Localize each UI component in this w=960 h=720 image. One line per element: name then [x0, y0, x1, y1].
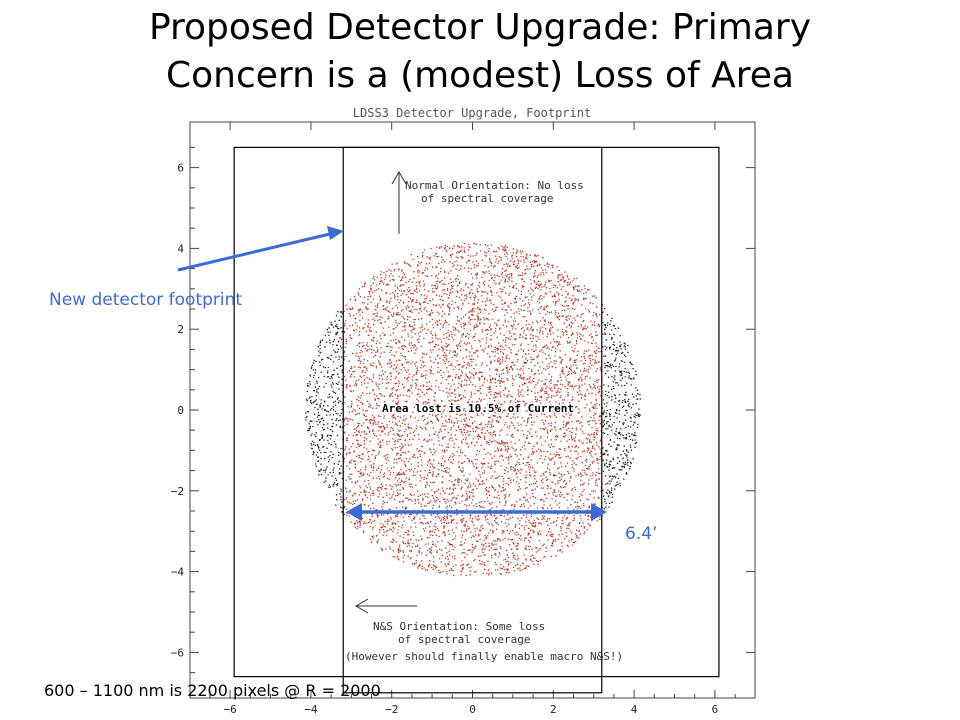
- normal-orientation-line-1: Normal Orientation: No loss: [405, 179, 584, 192]
- slide-title: Proposed Detector Upgrade: Primary Conce…: [0, 4, 960, 100]
- x-tick-label: −4: [304, 703, 318, 716]
- lost-area-points: [305, 307, 641, 516]
- y-tick-label: −6: [171, 646, 184, 659]
- new-detector-footprint: [342, 146, 603, 694]
- wavelength-footnote: 600 – 1100 nm is 2200 pixels @ R = 2000: [44, 681, 381, 700]
- ns-orientation-line-2: of spectral coverage: [398, 633, 530, 646]
- area-lost-label: Area lost is 10.5% of Current: [382, 402, 574, 415]
- title-line-1: Proposed Detector Upgrade: Primary: [148, 7, 812, 48]
- y-tick-label: −4: [171, 566, 185, 579]
- normal-orientation-arrow: [391, 171, 407, 234]
- new-detector-footprint-callout: New detector footprint: [49, 290, 243, 310]
- y-tick-label: 6: [177, 162, 184, 175]
- x-tick-label: 2: [550, 703, 557, 716]
- however-note: (However should finally enable macro N&S…: [345, 650, 623, 663]
- y-tick-label: 2: [177, 323, 184, 336]
- y-tick-label: 4: [177, 242, 184, 255]
- x-tick-label: 0: [469, 703, 476, 716]
- ns-orientation-line-1: N&S Orientation: Some loss: [373, 620, 545, 633]
- width-double-arrow: [346, 503, 607, 521]
- normal-orientation-line-2: of spectral coverage: [421, 192, 553, 205]
- x-tick-label: −2: [385, 703, 398, 716]
- title-line-2: Concern is a (modest) Loss of Area: [166, 55, 794, 96]
- footprint-callout-arrow: [177, 226, 344, 272]
- plot-title: LDSS3 Detector Upgrade, Footprint: [353, 106, 591, 120]
- y-tick-label: −2: [171, 485, 184, 498]
- x-tick-label: −6: [223, 703, 236, 716]
- y-tick-label: 0: [177, 404, 184, 417]
- x-tick-label: 6: [712, 703, 719, 716]
- x-tick-label: 4: [631, 703, 638, 716]
- ns-orientation-arrow: [355, 598, 417, 614]
- detector-width-label: 6.4’: [625, 524, 658, 544]
- x-axis: −6 −4 −2 0 2 4 6: [209, 122, 736, 716]
- y-axis: −6 −4 −2 0 2 4 6: [171, 146, 755, 674]
